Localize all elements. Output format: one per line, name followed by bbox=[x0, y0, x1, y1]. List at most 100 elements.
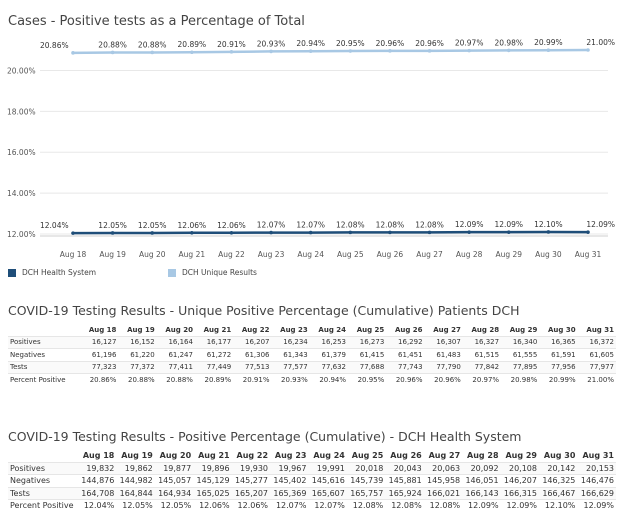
table-cell: 146,476 bbox=[577, 474, 616, 487]
legend-item-dch-health-system[interactable]: DCH Health System bbox=[8, 268, 96, 277]
data-label: 12.05% bbox=[138, 221, 167, 230]
row-label: Positives bbox=[8, 335, 81, 349]
table-cell: 12.08% bbox=[385, 499, 424, 512]
table-cell: 12.09% bbox=[500, 499, 539, 512]
table-cell: 77,513 bbox=[233, 360, 272, 374]
table-cell: 77,323 bbox=[80, 360, 119, 374]
column-header: Aug 24 bbox=[318, 325, 347, 334]
table-cell: 20.94% bbox=[309, 373, 349, 386]
table-cell: 16,372 bbox=[577, 335, 616, 349]
x-tick-label: Aug 25 bbox=[337, 250, 364, 259]
data-label: 12.09% bbox=[494, 220, 523, 229]
x-tick-label: Aug 27 bbox=[416, 250, 443, 259]
table-cell: 16,253 bbox=[309, 335, 349, 349]
x-tick-label: Aug 29 bbox=[495, 250, 522, 259]
table-cell: 20,063 bbox=[423, 461, 463, 475]
column-header: Aug 19 bbox=[121, 451, 153, 461]
table-cell: 16,340 bbox=[501, 335, 540, 349]
table-cell: 145,616 bbox=[308, 474, 347, 487]
table-cell: 77,977 bbox=[577, 360, 616, 374]
column-header: Aug 30 bbox=[548, 325, 576, 334]
column-header: Aug 31 bbox=[582, 451, 614, 461]
table-cell: 20,018 bbox=[346, 461, 386, 475]
data-point bbox=[388, 49, 392, 53]
legend-swatch-dch-unique-results bbox=[168, 268, 176, 277]
table-cell: 165,025 bbox=[193, 486, 232, 500]
table-cell: 20.95% bbox=[348, 373, 387, 386]
legend-label-dch-unique-results: DCH Unique Results bbox=[182, 268, 257, 277]
table-cell: 145,402 bbox=[270, 474, 309, 487]
table-cell: 144,982 bbox=[116, 474, 155, 487]
table-cell: 12.07% bbox=[308, 499, 347, 512]
table-cell: 165,607 bbox=[308, 486, 347, 500]
table-row: Negatives 144,876 144,982 145,057 145,129 145… bbox=[8, 474, 616, 487]
table2-title: COVID-19 Testing Results - Positive Perc… bbox=[8, 429, 522, 444]
unique-positive-table: Aug 18 Aug 19 Aug 20 Aug 21 Aug 22 Aug 23 Aug … bbox=[8, 324, 616, 386]
data-label: 20.98% bbox=[494, 38, 523, 47]
data-point bbox=[546, 48, 551, 53]
table-cell: 61,591 bbox=[539, 348, 578, 361]
table-cell: 12.08% bbox=[346, 499, 386, 512]
column-header: Aug 23 bbox=[274, 451, 307, 461]
table-cell: 16,307 bbox=[424, 335, 463, 349]
legend-item-dch-unique-results[interactable]: DCH Unique Results bbox=[168, 268, 257, 277]
column-header: Aug 27 bbox=[433, 325, 461, 334]
table-cell: 145,057 bbox=[154, 474, 194, 487]
row-label: Percent Positive bbox=[8, 499, 78, 512]
table-cell: 165,369 bbox=[270, 486, 309, 500]
table-cell: 20.97% bbox=[462, 373, 502, 386]
table-cell: 77,577 bbox=[271, 360, 310, 374]
table-cell: 16,164 bbox=[156, 335, 195, 349]
data-label: 20.97% bbox=[455, 39, 484, 48]
column-header: Aug 22 bbox=[241, 325, 270, 334]
table-cell: 77,743 bbox=[386, 360, 425, 374]
table-cell: 145,958 bbox=[423, 474, 463, 487]
y-tick-label: 14.00% bbox=[7, 189, 36, 198]
data-point bbox=[388, 230, 392, 235]
table-header-row: Aug 18 Aug 19 Aug 20 Aug 21 Aug 22 Aug 23 Aug … bbox=[8, 324, 616, 336]
table-cell: 164,934 bbox=[154, 486, 194, 500]
table-cell: 77,688 bbox=[348, 360, 387, 374]
table-cell: 146,325 bbox=[538, 474, 578, 487]
table-cell: 61,220 bbox=[118, 348, 157, 361]
table-cell: 165,757 bbox=[346, 486, 386, 500]
row-label: Positives bbox=[8, 461, 78, 475]
data-point bbox=[586, 48, 590, 52]
data-point bbox=[150, 231, 155, 235]
table-cell: 61,451 bbox=[386, 348, 425, 361]
column-header: Aug 27 bbox=[428, 451, 461, 461]
data-point bbox=[190, 50, 194, 55]
data-point bbox=[229, 50, 234, 54]
table-cell: 77,790 bbox=[424, 360, 463, 374]
table-cell: 61,306 bbox=[233, 348, 272, 361]
data-label: 20.96% bbox=[415, 39, 444, 48]
data-point bbox=[348, 49, 353, 53]
data-point bbox=[427, 230, 432, 235]
column-header: Aug 25 bbox=[351, 451, 384, 461]
data-point bbox=[348, 230, 353, 235]
x-tick-label: Aug 28 bbox=[456, 250, 483, 259]
x-tick-label: Aug 18 bbox=[60, 250, 87, 259]
table-cell: 61,555 bbox=[501, 348, 540, 361]
chart-title: Cases - Positive tests as a Percentage o… bbox=[8, 14, 305, 29]
table-cell: 61,515 bbox=[462, 348, 502, 361]
series-line-0 bbox=[72, 230, 589, 235]
x-tick-label: Aug 26 bbox=[377, 250, 404, 259]
table-cell: 61,247 bbox=[156, 348, 195, 361]
data-point bbox=[229, 230, 234, 235]
column-header: Aug 22 bbox=[236, 451, 269, 461]
table-cell: 20.98% bbox=[501, 373, 540, 386]
table-cell: 165,207 bbox=[231, 486, 271, 500]
table-cell: 61,379 bbox=[309, 348, 349, 361]
row-label: Percent Positive bbox=[8, 373, 81, 386]
table-cell: 19,930 bbox=[231, 461, 271, 475]
data-label: 20.96% bbox=[376, 39, 405, 48]
table-cell: 20,043 bbox=[385, 461, 424, 475]
data-label: 20.89% bbox=[178, 40, 207, 49]
table-cell: 77,411 bbox=[156, 360, 195, 374]
x-tick-label: Aug 30 bbox=[535, 250, 562, 259]
data-label: 12.04% bbox=[40, 221, 69, 230]
y-tick-label: 18.00% bbox=[7, 107, 36, 116]
table-cell: 77,956 bbox=[539, 360, 578, 374]
data-point bbox=[150, 50, 155, 55]
